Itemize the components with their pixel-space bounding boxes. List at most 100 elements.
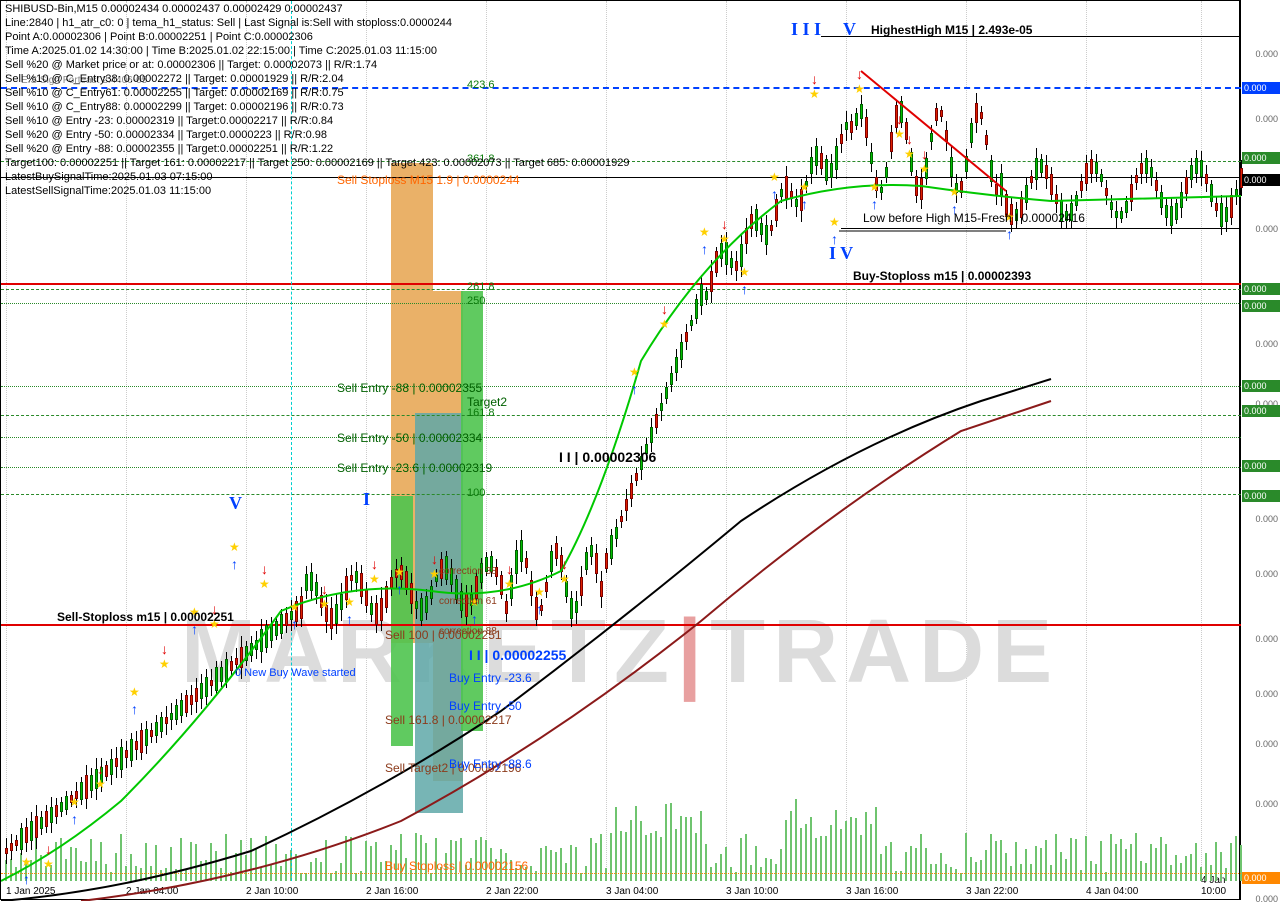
red-arrow-icon: ↓ [661,301,668,317]
candle [745,228,748,245]
grid-vline [726,1,727,881]
candle [930,133,933,142]
candle [915,176,918,196]
candle [390,577,393,590]
volume-bar [1035,846,1037,881]
volume-bar [660,837,662,881]
header-line-6: Sell %10 @ C_Entry38: 0.00002272 || Targ… [5,73,344,85]
volume-bar [430,873,432,881]
volume-bar [345,836,347,881]
candle [55,805,58,818]
volume-bar [175,869,177,881]
x-tick: 2 Jan 22:00 [486,886,538,897]
candle [20,828,23,850]
candle [1115,211,1118,218]
candle [280,614,283,634]
star-icon: ★ [894,127,905,141]
volume-bar [1190,854,1192,881]
chart-area[interactable]: MARKETZ|TRADE SHIBUSD-Bin,M15 0.00002434… [0,0,1240,900]
star-icon: ★ [259,577,270,591]
volume-bar [1200,867,1202,881]
header-line-12: Target100: 0.00002251 || Target 161: 0.0… [5,157,630,169]
volume-bar [420,835,422,881]
candle [880,187,883,193]
candle [330,608,333,629]
red-arrow-icon: ↓ [321,581,328,597]
volume-bar [995,841,997,881]
volume-bar [90,839,92,881]
header-line-10: Sell %20 @ Entry -50: 0.00002334 || Targ… [5,129,327,141]
volume-bar [955,869,957,881]
volume-bar [910,846,912,881]
volume-bar [195,844,197,881]
volume-bar [1140,861,1142,881]
candle [155,722,158,736]
candle [515,550,518,574]
candle [1040,159,1043,173]
star-icon: ★ [21,855,32,869]
candle [960,181,963,193]
candle [735,261,738,272]
candle [190,695,193,705]
candle [530,580,533,596]
candle [425,596,428,613]
buy-stoploss-bottom-label: Buy Stoploss | 0.00002156 [385,859,528,873]
candle [180,700,183,716]
candle [1030,176,1033,182]
star-icon: ★ [629,365,640,379]
volume-bar [690,817,692,881]
volume-bar [215,851,217,881]
fib-250-line [1,303,1241,304]
candle [950,157,953,177]
candle [1210,184,1213,203]
candle [715,251,718,273]
candle [105,765,108,776]
volume-bar [875,807,877,881]
header-line-9: Sell %10 @ Entry -23: 0.00002319 || Targ… [5,115,333,127]
volume-bar [205,860,207,881]
star-icon: ★ [289,600,300,614]
star-icon: ★ [534,585,545,599]
volume-bar [85,862,87,881]
candle [385,586,388,608]
candle [35,816,38,839]
red-arrow-icon: ↓ [856,66,863,82]
volume-bar [700,811,702,881]
volume-bar [165,868,167,881]
volume-bar [670,803,672,881]
grid-vline [606,1,607,881]
volume-bar [1235,836,1237,881]
volume-bar [1060,852,1062,881]
blue-arrow-icon: ↑ [131,701,138,717]
candle [920,178,923,199]
volume-bar [1065,859,1067,881]
volume-bar [325,840,327,881]
candle [1205,174,1208,184]
candle [1120,211,1123,218]
candle [1155,180,1158,192]
price-tag: 0.000 [1242,152,1280,164]
star-icon: ★ [809,87,820,101]
candle [970,123,973,143]
candle [850,121,853,133]
candle [520,540,523,562]
volume-bar [890,842,892,881]
candle [40,817,43,829]
volume-bar [115,853,117,881]
header-line-11: Sell %20 @ Entry -88: 0.00002355 || Targ… [5,143,333,155]
zone-green-1 [391,496,413,746]
volume-bar [850,817,852,881]
volume-bar [755,846,757,881]
star-icon: ★ [919,162,930,176]
red-arrow-icon: ↓ [906,131,913,147]
candle [1175,203,1178,220]
volume-bar [1040,848,1042,881]
candle [580,577,583,596]
red-arrow-icon: ↓ [161,641,168,657]
star-icon: ★ [369,572,380,586]
buy-stoploss-label: Buy-Stoploss m15 | 0.00002393 [853,269,1031,283]
sell-stoploss-m15-label: Sell Stoploss M15 1.9 | 0.0000244 [337,173,520,187]
candle [275,621,278,636]
header-line-13: LatestBuySignalTime:2025.01.03 07:15:00 [5,171,213,183]
volume-bar [1155,848,1157,881]
